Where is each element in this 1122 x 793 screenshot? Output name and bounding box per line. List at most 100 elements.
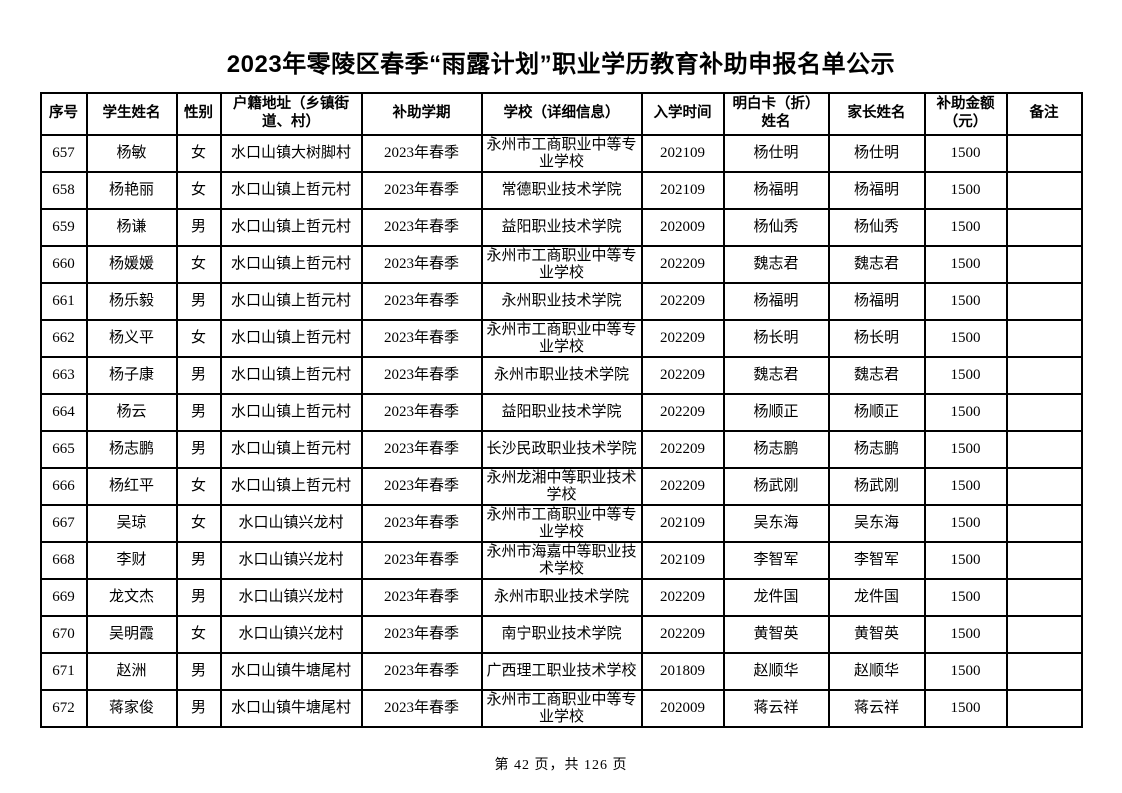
cell-gender: 男 — [175, 541, 222, 580]
cell-gender: 男 — [175, 689, 222, 728]
subsidy-roster-table: 序号 学生姓名 性别 户籍地址（乡镇街道、村） 补助学期 学校（详细信息） 入学… — [39, 92, 1083, 728]
cell-subsidy-semester: 2023年春季 — [360, 467, 483, 506]
cell-serial-number: 662 — [39, 319, 88, 358]
cell-subsidy-amount: 1500 — [923, 393, 1008, 432]
cell-subsidy-amount: 1500 — [923, 615, 1008, 654]
cell-enrollment-time: 202209 — [640, 467, 725, 506]
cell-student-name: 杨艳丽 — [85, 171, 178, 210]
header-enrollment-time: 入学时间 — [640, 92, 725, 136]
cell-school: 永州市工商职业中等专业学校 — [480, 689, 643, 728]
cell-address: 水口山镇兴龙村 — [219, 615, 363, 654]
cell-subsidy-semester: 2023年春季 — [360, 541, 483, 580]
cell-subsidy-semester: 2023年春季 — [360, 245, 483, 284]
cell-student-name: 杨云 — [85, 393, 178, 432]
cell-serial-number: 667 — [39, 504, 88, 543]
cell-address: 水口山镇兴龙村 — [219, 504, 363, 543]
cell-student-name: 蒋家俊 — [85, 689, 178, 728]
cell-student-name: 杨子康 — [85, 356, 178, 395]
cell-subsidy-semester: 2023年春季 — [360, 578, 483, 617]
cell-school: 永州市职业技术学院 — [480, 578, 643, 617]
cell-card-name: 杨福明 — [722, 171, 830, 210]
cell-enrollment-time: 202209 — [640, 356, 725, 395]
cell-subsidy-amount: 1500 — [923, 541, 1008, 580]
cell-subsidy-amount: 1500 — [923, 208, 1008, 247]
cell-parent-name: 魏志君 — [827, 245, 926, 284]
header-row: 序号 学生姓名 性别 户籍地址（乡镇街道、村） 补助学期 学校（详细信息） 入学… — [39, 92, 1083, 136]
cell-serial-number: 668 — [39, 541, 88, 580]
cell-subsidy-semester: 2023年春季 — [360, 430, 483, 469]
cell-gender: 女 — [175, 134, 222, 173]
cell-parent-name: 蒋云祥 — [827, 689, 926, 728]
cell-remark — [1005, 615, 1083, 654]
table-row: 669 龙文杰 男 水口山镇兴龙村 2023年春季 永州市职业技术学院 2022… — [39, 578, 1083, 617]
cell-subsidy-semester: 2023年春季 — [360, 208, 483, 247]
cell-remark — [1005, 689, 1083, 728]
cell-gender: 男 — [175, 578, 222, 617]
cell-card-name: 赵顺华 — [722, 652, 830, 691]
cell-address: 水口山镇上哲元村 — [219, 245, 363, 284]
table-body: 657 杨敏 女 水口山镇大树脚村 2023年春季 永州市工商职业中等专业学校 … — [39, 134, 1083, 728]
cell-subsidy-amount: 1500 — [923, 652, 1008, 691]
cell-card-name: 魏志君 — [722, 356, 830, 395]
cell-school: 长沙民政职业技术学院 — [480, 430, 643, 469]
cell-student-name: 龙文杰 — [85, 578, 178, 617]
table-row: 665 杨志鹏 男 水口山镇上哲元村 2023年春季 长沙民政职业技术学院 20… — [39, 430, 1083, 469]
page-number-info: 第 42 页，共 126 页 — [494, 758, 628, 773]
cell-enrollment-time: 202009 — [640, 208, 725, 247]
cell-subsidy-semester: 2023年春季 — [360, 393, 483, 432]
cell-parent-name: 杨顺正 — [827, 393, 926, 432]
cell-address: 水口山镇兴龙村 — [219, 578, 363, 617]
cell-enrollment-time: 202109 — [640, 504, 725, 543]
cell-gender: 男 — [175, 356, 222, 395]
cell-parent-name: 杨长明 — [827, 319, 926, 358]
cell-parent-name: 杨仙秀 — [827, 208, 926, 247]
cell-subsidy-semester: 2023年春季 — [360, 282, 483, 321]
cell-enrollment-time: 202209 — [640, 430, 725, 469]
cell-subsidy-amount: 1500 — [923, 689, 1008, 728]
page-title: 2023年零陵区春季“雨露计划”职业学历教育补助申报名单公示 — [226, 51, 896, 78]
cell-remark — [1005, 652, 1083, 691]
table-row: 671 赵洲 男 水口山镇牛塘尾村 2023年春季 广西理工职业技术学校 201… — [39, 652, 1083, 691]
table-header: 序号 学生姓名 性别 户籍地址（乡镇街道、村） 补助学期 学校（详细信息） 入学… — [39, 92, 1083, 136]
cell-serial-number: 670 — [39, 615, 88, 654]
cell-parent-name: 杨武刚 — [827, 467, 926, 506]
cell-card-name: 黄智英 — [722, 615, 830, 654]
cell-school: 南宁职业技术学院 — [480, 615, 643, 654]
cell-remark — [1005, 245, 1083, 284]
cell-serial-number: 666 — [39, 467, 88, 506]
cell-student-name: 杨敏 — [85, 134, 178, 173]
cell-student-name: 杨乐毅 — [85, 282, 178, 321]
cell-student-name: 杨红平 — [85, 467, 178, 506]
table-row: 657 杨敏 女 水口山镇大树脚村 2023年春季 永州市工商职业中等专业学校 … — [39, 134, 1083, 173]
cell-card-name: 杨仕明 — [722, 134, 830, 173]
cell-subsidy-semester: 2023年春季 — [360, 171, 483, 210]
cell-subsidy-semester: 2023年春季 — [360, 356, 483, 395]
cell-subsidy-amount: 1500 — [923, 356, 1008, 395]
cell-enrollment-time: 202109 — [640, 171, 725, 210]
cell-address: 水口山镇上哲元村 — [219, 171, 363, 210]
cell-address: 水口山镇上哲元村 — [219, 430, 363, 469]
cell-student-name: 杨谦 — [85, 208, 178, 247]
cell-parent-name: 杨志鹏 — [827, 430, 926, 469]
cell-parent-name: 杨仕明 — [827, 134, 926, 173]
cell-serial-number: 660 — [39, 245, 88, 284]
cell-subsidy-amount: 1500 — [923, 171, 1008, 210]
cell-address: 水口山镇上哲元村 — [219, 282, 363, 321]
cell-enrollment-time: 202209 — [640, 282, 725, 321]
table-row: 663 杨子康 男 水口山镇上哲元村 2023年春季 永州市职业技术学院 202… — [39, 356, 1083, 395]
cell-remark — [1005, 578, 1083, 617]
cell-gender: 男 — [175, 430, 222, 469]
cell-card-name: 蒋云祥 — [722, 689, 830, 728]
cell-school: 永州龙湘中等职业技术学校 — [480, 467, 643, 506]
cell-remark — [1005, 467, 1083, 506]
cell-student-name: 吴琼 — [85, 504, 178, 543]
table-row: 660 杨媛媛 女 水口山镇上哲元村 2023年春季 永州市工商职业中等专业学校… — [39, 245, 1083, 284]
cell-subsidy-amount: 1500 — [923, 134, 1008, 173]
cell-subsidy-amount: 1500 — [923, 430, 1008, 469]
cell-gender: 女 — [175, 504, 222, 543]
cell-card-name: 魏志君 — [722, 245, 830, 284]
header-card-name: 明白卡（折）姓名 — [722, 92, 830, 136]
cell-remark — [1005, 134, 1083, 173]
cell-school: 永州市海嘉中等职业技术学校 — [480, 541, 643, 580]
